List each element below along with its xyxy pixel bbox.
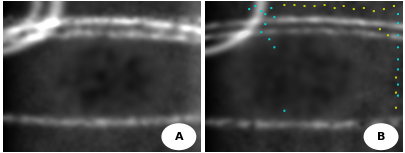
Text: B: B — [376, 132, 384, 142]
Circle shape — [162, 124, 195, 149]
Circle shape — [363, 124, 397, 149]
Text: A: A — [174, 132, 183, 142]
